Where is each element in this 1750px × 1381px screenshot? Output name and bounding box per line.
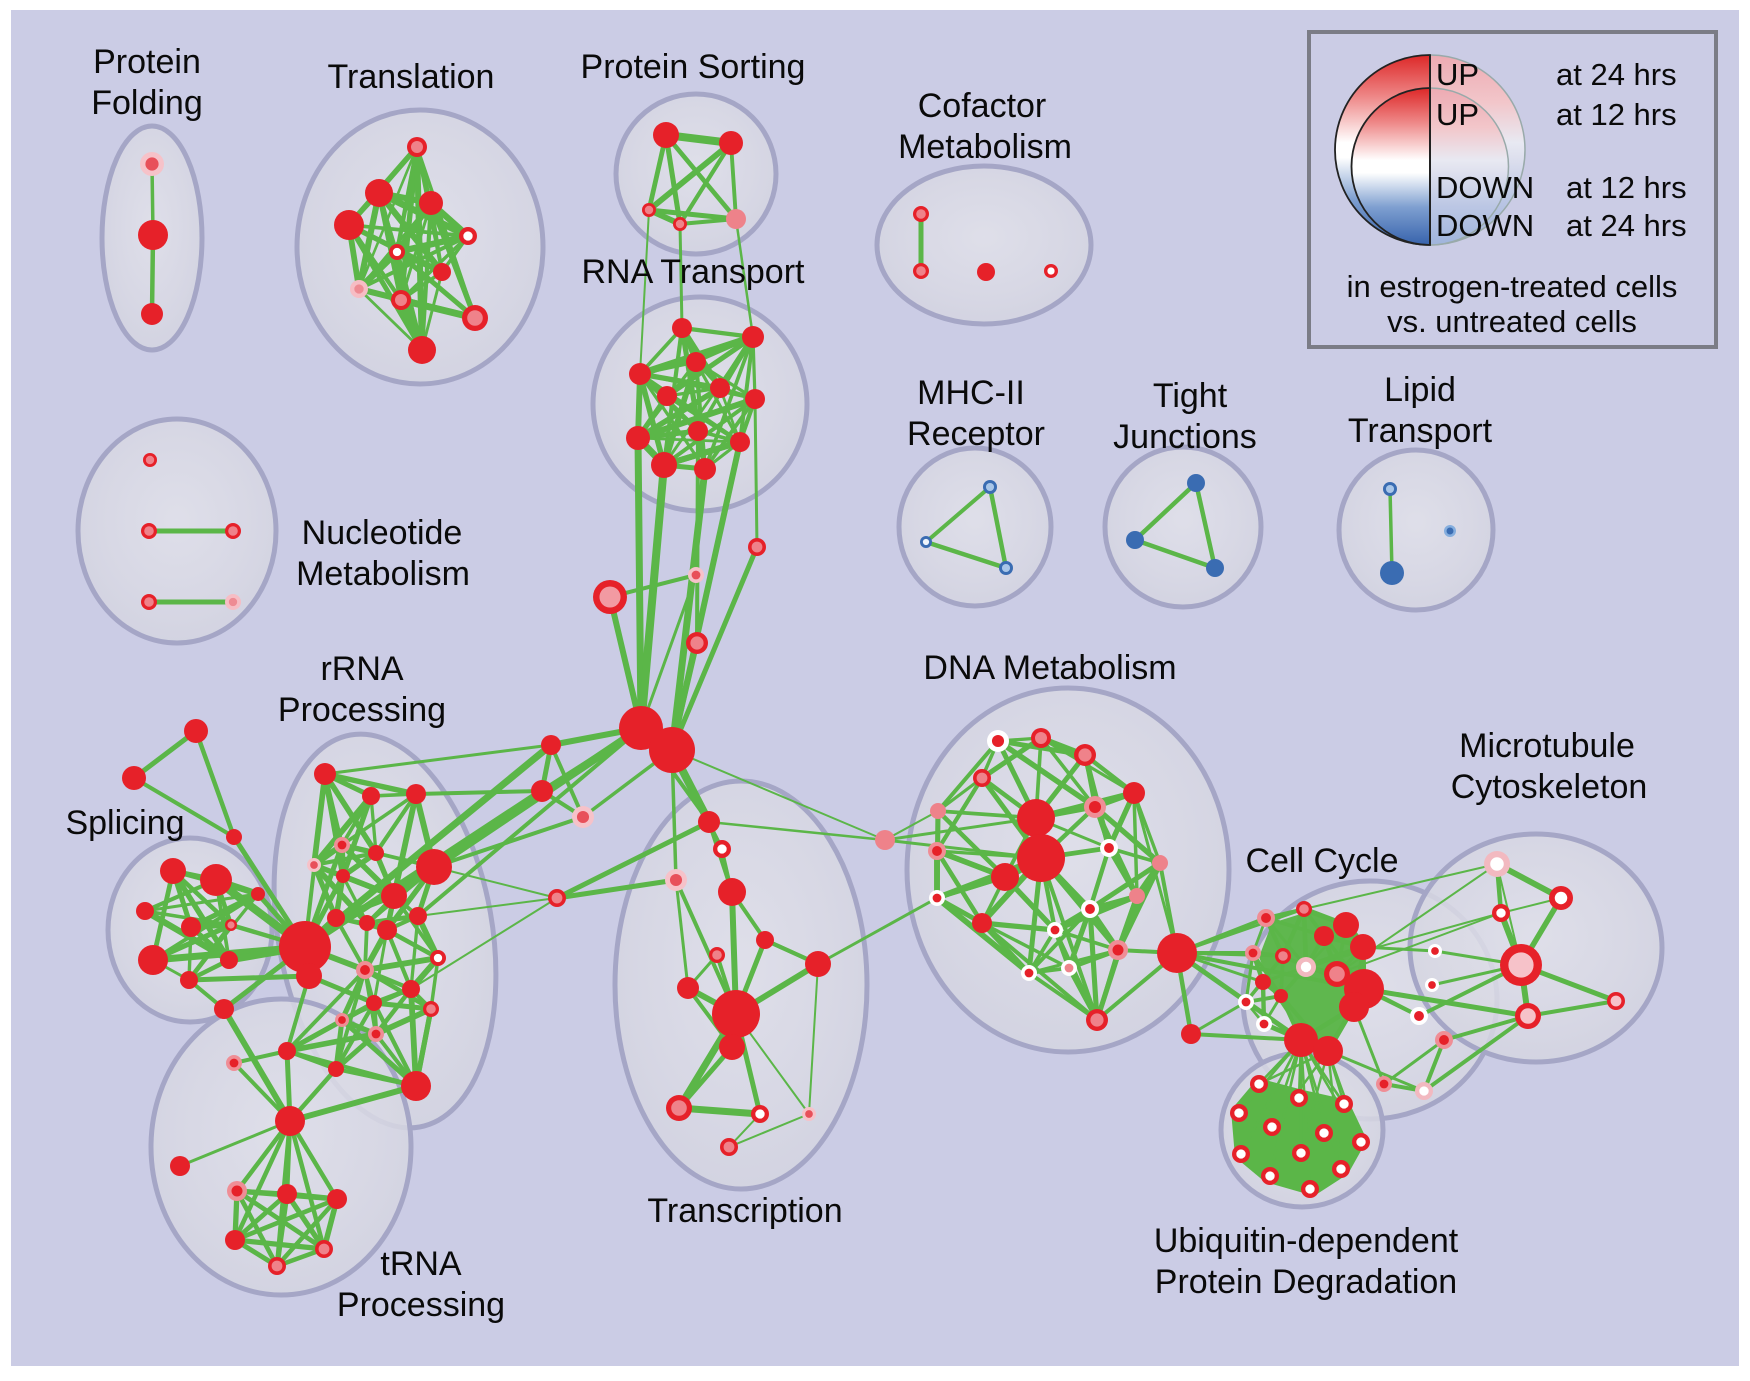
svg-text:Ubiquitin-dependent: Ubiquitin-dependent — [1154, 1222, 1459, 1260]
svg-text:rRNA: rRNA — [320, 650, 403, 688]
svg-text:tRNA: tRNA — [380, 1245, 462, 1283]
svg-text:Processing: Processing — [278, 691, 446, 729]
svg-text:Processing: Processing — [337, 1286, 505, 1324]
svg-text:Transcription: Transcription — [647, 1192, 842, 1230]
svg-text:Cofactor: Cofactor — [918, 87, 1047, 125]
svg-text:Junctions: Junctions — [1113, 418, 1257, 456]
svg-text:DOWN: DOWN — [1436, 208, 1534, 243]
svg-text:Splicing: Splicing — [65, 804, 184, 842]
svg-text:DOWN: DOWN — [1436, 170, 1534, 205]
svg-text:at 24 hrs: at 24 hrs — [1566, 208, 1687, 243]
svg-text:Receptor: Receptor — [907, 415, 1045, 453]
svg-text:Protein Sorting: Protein Sorting — [581, 48, 806, 86]
svg-text:at 12 hrs: at 12 hrs — [1566, 170, 1687, 205]
svg-text:Metabolism: Metabolism — [898, 128, 1072, 166]
svg-text:Metabolism: Metabolism — [296, 555, 470, 593]
svg-text:MHC-II: MHC-II — [917, 374, 1025, 412]
svg-text:DNA Metabolism: DNA Metabolism — [923, 649, 1176, 687]
svg-text:Lipid: Lipid — [1384, 371, 1456, 409]
svg-text:at 12 hrs: at 12 hrs — [1556, 97, 1677, 132]
svg-text:UP: UP — [1436, 57, 1479, 92]
svg-text:at 24 hrs: at 24 hrs — [1556, 57, 1677, 92]
svg-text:Translation: Translation — [328, 58, 495, 96]
svg-text:Tight: Tight — [1153, 377, 1228, 415]
svg-text:Nucleotide: Nucleotide — [302, 514, 463, 552]
svg-text:Protein Degradation: Protein Degradation — [1155, 1263, 1457, 1301]
svg-text:Cell Cycle: Cell Cycle — [1245, 842, 1398, 880]
svg-text:RNA Transport: RNA Transport — [582, 253, 806, 291]
svg-text:Microtubule: Microtubule — [1459, 727, 1635, 765]
svg-text:Cytoskeleton: Cytoskeleton — [1451, 768, 1648, 806]
svg-text:vs. untreated cells: vs. untreated cells — [1387, 304, 1637, 339]
svg-text:in estrogen-treated cells: in estrogen-treated cells — [1347, 269, 1678, 304]
svg-text:Protein: Protein — [93, 43, 201, 81]
svg-text:Transport: Transport — [1348, 412, 1493, 450]
svg-text:UP: UP — [1436, 97, 1479, 132]
svg-text:Folding: Folding — [91, 84, 203, 122]
